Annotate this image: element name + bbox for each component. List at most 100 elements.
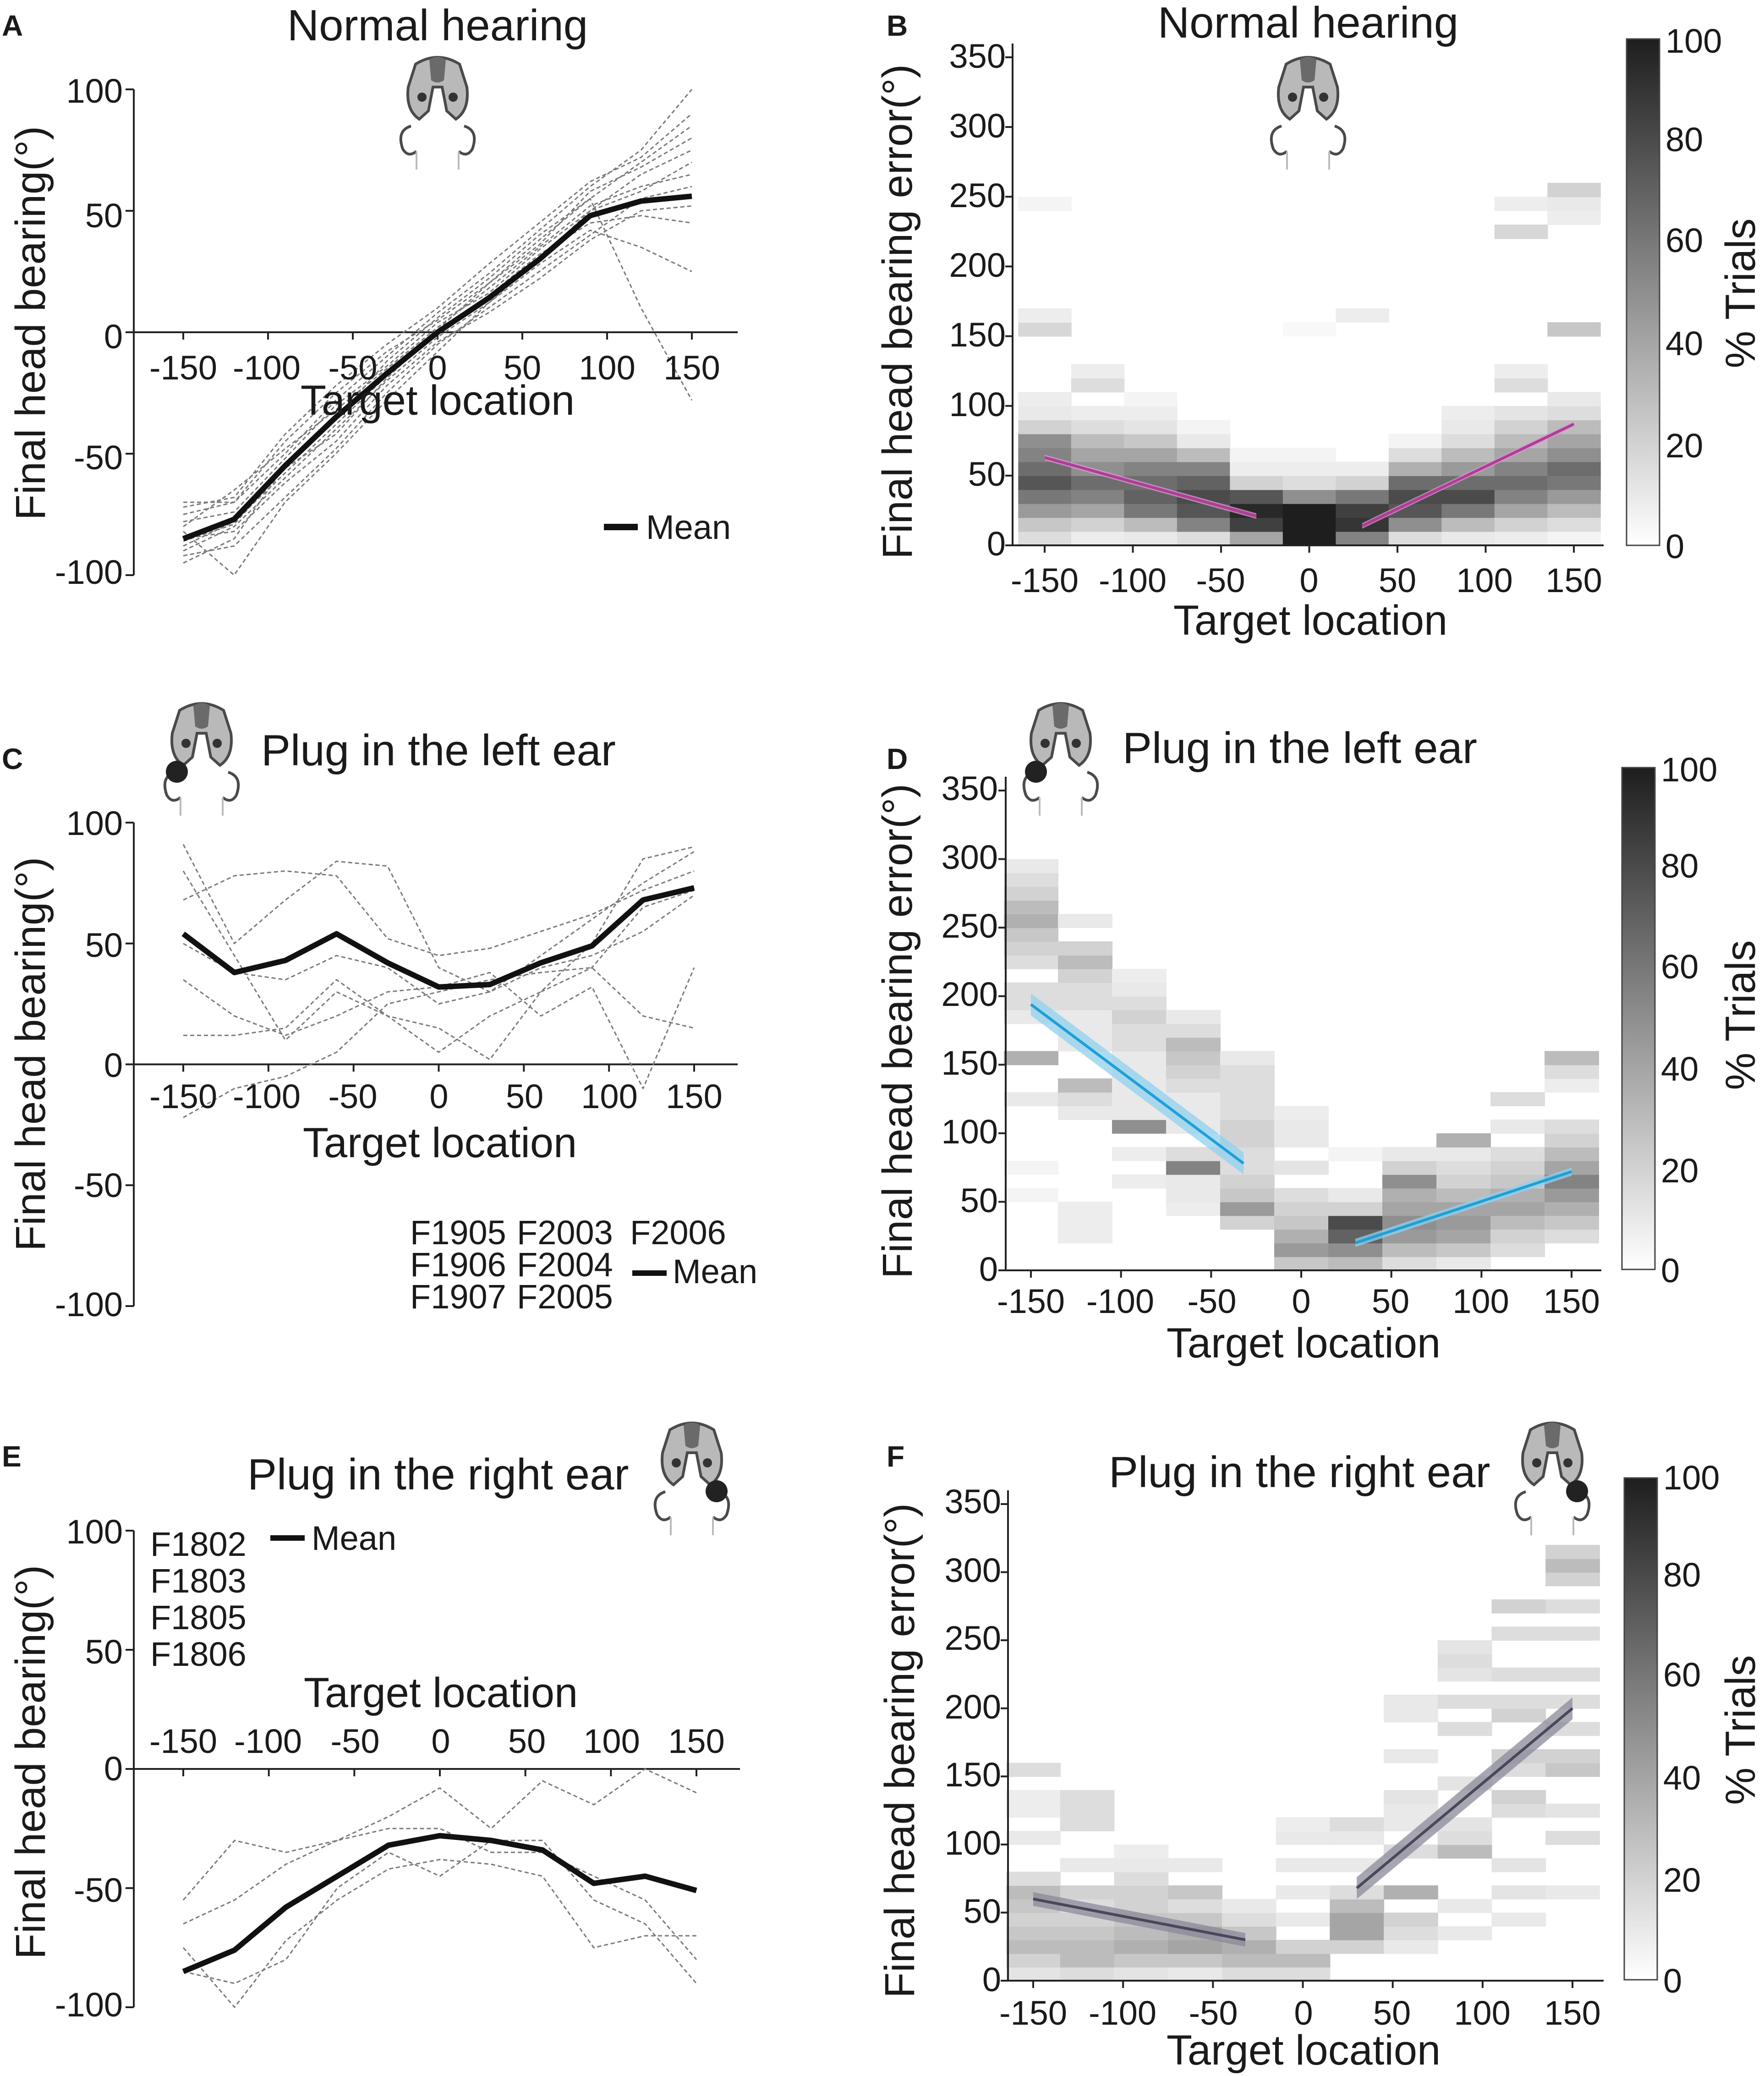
x-tick-e-100: 100 [583,1722,640,1760]
heatmap-cell-d-4-60 [1220,1174,1275,1189]
legend-c-f1906: F1906 [410,1246,506,1284]
y-tick-c-0: 0 [104,1046,123,1084]
heatmap-cell-f-0-40 [1006,1912,1061,1927]
colorbar-b-gradient [1626,38,1660,546]
x-tick-f-m100: -100 [1089,1994,1156,2032]
y-tick-a-m100: -100 [55,553,123,591]
heatmap-cell-d-6-30 [1328,1215,1383,1230]
x-tick-c-m100: -100 [233,1077,301,1115]
heatmap-cell-d-10-100 [1545,1119,1599,1134]
y-tick-e-100: 100 [66,1513,123,1551]
heatmap-cell-f-0-0 [1006,1967,1061,1981]
heatmap-cell-d-0-240 [1004,928,1058,942]
heatmap-cell-b-8-30 [1441,489,1495,504]
heatmap-cell-d-5-10 [1274,1243,1329,1258]
heatmap-cell-b-1-0 [1071,531,1125,546]
heatmap-cell-d-5-30 [1274,1215,1329,1230]
y-tick-f-200: 200 [945,1688,1001,1726]
heatmap-cell-f-0-130 [1006,1790,1061,1804]
colorbar-f: 100 80 60 40 20 0 % Trials [1623,1459,1764,2000]
heatmap-cell-b-6-30 [1336,489,1389,504]
heatmap-cell-b-2-0 [1124,531,1178,546]
heatmap-cell-b-10-0 [1547,531,1601,546]
heatmap-cell-f-3-10 [1168,1953,1222,1968]
heatmap-cell-d-4-130 [1220,1078,1275,1093]
heatmap-cell-f-7-200 [1384,1695,1438,1709]
heatmap-cell-b-2-100 [1124,392,1178,406]
x-ticks-b: -150 -100 -50 0 50 100 150 [1011,561,1602,599]
y-tick-e-0: 0 [104,1750,123,1788]
heatmap-cell-b-7-50 [1388,461,1442,476]
y-tick-f-50: 50 [964,1892,1001,1930]
heatmap-cell-b-5-30 [1282,489,1337,504]
x-tick-c-100: 100 [581,1077,637,1115]
heatmap-cell-b-10-70 [1547,434,1601,448]
x-tick-e-m50: -50 [331,1722,380,1760]
heatmap-cell-f-10-120 [1545,1803,1600,1818]
heatmap-cell-d-5-0 [1274,1257,1329,1271]
heatmap-cell-f-6-30 [1330,1926,1384,1940]
y-tick-d-150: 150 [942,1044,998,1082]
legend-c-f2005: F2005 [517,1278,613,1316]
heatmap-cell-b-8-70 [1441,434,1495,448]
heatmap-cell-d-3-40 [1166,1202,1221,1216]
colorbar-f-label: % Trials [1717,1655,1764,1805]
panel-f: F Plug in the right ear 0 50 100 150 200… [877,1422,1764,2074]
individual-line-e-1 [183,1768,697,1925]
heatmap-cell-f-10-160 [1545,1749,1600,1763]
individual-line-e-2 [182,1828,697,1960]
chart-title-b: Normal hearing [1158,0,1458,47]
panel-c: C Plug in the left ear 100 50 0 -50 -100… [2,703,757,1324]
heatmap-cell-d-3-180 [1166,1010,1221,1024]
y-tick-c-50: 50 [85,926,123,964]
heatmap-cell-f-8-240 [1437,1640,1492,1654]
heatmap-cell-d-2-80 [1112,1147,1167,1161]
mean-line-e [182,1833,697,1974]
ear-plug-right-f [1566,1480,1588,1502]
heatmap-cell-f-8-100 [1437,1831,1492,1845]
x-ticks-e: -150 -100 -50 0 50 100 150 [149,1722,725,1760]
heatmap-cell-d-7-60 [1382,1174,1437,1189]
heatmap-cell-b-9-110 [1494,378,1548,393]
heatmap-cell-b-2-90 [1124,406,1178,421]
heatmap-cell-f-0-20 [1006,1939,1061,1954]
colorbar-b: 100 80 60 40 20 0 % Trials [1626,22,1764,566]
heatmap-cell-f-8-180 [1437,1722,1492,1736]
y-tick-a-50: 50 [85,197,123,235]
heatmap-cell-d-7-40 [1382,1202,1437,1216]
heatmap-cell-f-9-250 [1491,1626,1546,1641]
heatmap-cell-f-8-230 [1437,1653,1492,1668]
heatmap-cell-d-2-190 [1112,996,1167,1011]
colorbar-d-tick-80: 80 [1661,847,1698,885]
heatmap-cell-f-7-40 [1384,1912,1438,1927]
heatmap-cell-b-3-50 [1177,461,1231,476]
heatmap-cell-b-2-10 [1124,517,1178,532]
heatmap-cell-b-10-40 [1547,475,1601,490]
heatmap-cell-b-9-220 [1494,225,1548,239]
x-tick-a-50: 50 [504,349,541,387]
heatmap-cell-d-6-0 [1328,1257,1383,1271]
heatmap-cell-b-7-10 [1388,517,1442,532]
y-ticks-d: 0 50 100 150 200 250 300 350 [942,769,998,1288]
y-tick-a-0: 0 [104,318,123,356]
heatmap-cell-d-0-230 [1004,941,1058,956]
heatmap-cell-d-10-130 [1545,1078,1599,1093]
heatmap-cell-f-1-30 [1060,1926,1115,1940]
chart-title-e: Plug in the right ear [247,1450,629,1499]
heatmap-cell-b-10-150 [1547,322,1601,337]
heatmap-cell-d-0-50 [1004,1188,1058,1203]
heatmap-cell-b-6-160 [1336,308,1389,323]
heatmap-cell-b-5-150 [1282,322,1337,337]
heatmap-cell-d-10-140 [1545,1065,1599,1079]
y-ticks-b: 0 50 100 150 200 250 300 350 [949,37,1006,563]
heatmap-cell-d-8-10 [1436,1243,1491,1258]
colorbar-b-tick-80: 80 [1665,121,1703,159]
heatmap-cell-d-1-110 [1058,1106,1112,1120]
heatmap-cell-d-8-60 [1436,1174,1491,1189]
heatmap-cell-f-9-220 [1491,1667,1546,1682]
x-axis-label-f: Target location [1167,2027,1441,2074]
heatmap-cell-f-4-50 [1222,1899,1276,1913]
y-ticks-f: 0 50 100 150 200 250 300 350 [945,1483,1001,1999]
heatmap-cell-b-9-10 [1494,517,1548,532]
heatmap-cell-b-3-40 [1177,475,1231,490]
